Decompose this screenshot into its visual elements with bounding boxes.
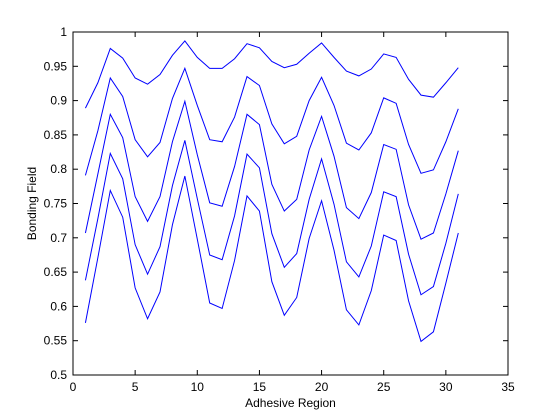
- x-tick-label: 0: [70, 380, 77, 394]
- y-tick-label: 0.6: [50, 299, 67, 313]
- x-tick-label: 20: [315, 380, 329, 394]
- y-tick-label: 0.95: [44, 59, 68, 73]
- series-line-5: [84, 175, 459, 343]
- y-tick-label: 1: [60, 25, 67, 39]
- y-tick-label: 0.65: [44, 265, 68, 279]
- x-tick-label: 5: [132, 380, 139, 394]
- axis-ticks: 0 5 10 15 20 25 30 35 0.5 0.55 0.6 0.65 0.7 0.75 0.8 0.…: [44, 25, 515, 394]
- y-tick-label: 0.5: [50, 368, 67, 382]
- y-axis-title: Bonding Field: [25, 167, 39, 240]
- y-tick-label: 0.7: [50, 231, 67, 245]
- series-line-3: [84, 99, 459, 240]
- y-tick-label: 0.8: [50, 162, 67, 176]
- series-line-4: [84, 140, 459, 296]
- y-tick-label: 0.55: [44, 334, 68, 348]
- x-tick-label: 30: [439, 380, 453, 394]
- x-axis-title: Adhesive Region: [245, 396, 336, 410]
- y-tick-label: 0.75: [44, 197, 68, 211]
- series-line-2: [84, 66, 459, 176]
- series-line-1: [84, 40, 459, 109]
- x-tick-label: 15: [253, 380, 267, 394]
- x-tick-label: 10: [191, 380, 205, 394]
- y-tick-label: 0.9: [50, 94, 67, 108]
- x-tick-label: 25: [377, 380, 391, 394]
- x-tick-label: 35: [501, 380, 515, 394]
- series-lines: [84, 40, 459, 343]
- y-tick-label: 0.85: [44, 128, 68, 142]
